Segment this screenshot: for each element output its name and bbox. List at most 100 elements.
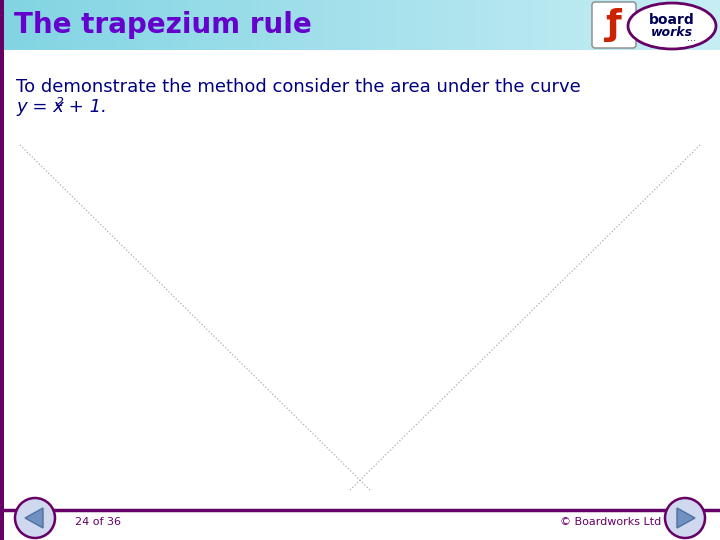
Bar — [389, 0, 397, 50]
Bar — [245, 0, 253, 50]
Bar — [569, 0, 577, 50]
Circle shape — [15, 498, 55, 538]
Bar — [655, 0, 663, 50]
Bar — [547, 0, 555, 50]
Bar — [317, 0, 325, 50]
Bar — [137, 0, 145, 50]
Bar — [583, 0, 591, 50]
Bar — [648, 0, 656, 50]
Circle shape — [16, 499, 56, 539]
Bar — [36, 0, 44, 50]
Bar — [454, 0, 462, 50]
Bar — [302, 0, 310, 50]
Bar — [310, 0, 318, 50]
Circle shape — [666, 499, 706, 539]
Bar — [396, 0, 404, 50]
Text: 2: 2 — [56, 96, 64, 109]
Bar — [374, 0, 382, 50]
Bar — [511, 0, 519, 50]
Bar — [209, 0, 217, 50]
Bar — [482, 0, 490, 50]
Bar — [252, 0, 260, 50]
Bar — [677, 0, 685, 50]
Bar — [446, 0, 454, 50]
Bar — [403, 0, 411, 50]
Text: works: works — [651, 25, 693, 38]
Bar — [108, 0, 116, 50]
Bar — [590, 0, 598, 50]
Bar — [65, 0, 73, 50]
Text: To demonstrate the method consider the area under the curve: To demonstrate the method consider the a… — [16, 78, 581, 96]
Bar — [101, 0, 109, 50]
Text: board: board — [649, 13, 695, 27]
Text: ...: ... — [688, 33, 696, 43]
Bar — [151, 0, 159, 50]
Text: y = x: y = x — [16, 98, 64, 116]
Bar — [432, 0, 440, 50]
Bar — [166, 0, 174, 50]
Bar — [526, 0, 534, 50]
Bar — [79, 0, 87, 50]
Bar — [144, 0, 152, 50]
Bar — [50, 0, 58, 50]
Bar — [274, 0, 282, 50]
Bar — [626, 0, 634, 50]
Bar — [115, 0, 123, 50]
Bar — [202, 0, 210, 50]
Bar — [353, 0, 361, 50]
Bar — [382, 0, 390, 50]
Bar — [468, 0, 476, 50]
Bar — [684, 0, 692, 50]
Bar — [605, 0, 613, 50]
Bar — [259, 0, 267, 50]
Bar — [29, 0, 37, 50]
Bar — [670, 0, 678, 50]
FancyBboxPatch shape — [592, 2, 636, 48]
Bar — [461, 0, 469, 50]
Text: ƒ: ƒ — [606, 8, 622, 42]
Text: + 1.: + 1. — [63, 98, 107, 116]
Bar — [367, 0, 375, 50]
Bar — [122, 0, 130, 50]
Bar — [230, 0, 238, 50]
Bar — [576, 0, 584, 50]
Bar — [94, 0, 102, 50]
Bar — [288, 0, 296, 50]
Bar — [295, 0, 303, 50]
Bar — [533, 0, 541, 50]
Bar — [22, 0, 30, 50]
Bar — [58, 0, 66, 50]
Bar — [158, 0, 166, 50]
Bar — [14, 0, 22, 50]
Bar — [619, 0, 627, 50]
Bar — [324, 0, 332, 50]
Bar — [86, 0, 94, 50]
Bar — [490, 0, 498, 50]
Bar — [706, 0, 714, 50]
Bar — [504, 0, 512, 50]
Bar — [238, 0, 246, 50]
Bar — [194, 0, 202, 50]
Bar — [518, 0, 526, 50]
Text: © Boardworks Ltd 2005: © Boardworks Ltd 2005 — [560, 517, 693, 527]
Bar — [331, 0, 339, 50]
Bar — [130, 0, 138, 50]
Bar — [410, 0, 418, 50]
Bar — [187, 0, 195, 50]
Bar — [691, 0, 699, 50]
Bar — [475, 0, 483, 50]
Bar — [7, 0, 15, 50]
Bar — [540, 0, 548, 50]
Bar — [360, 0, 368, 50]
Bar — [0, 0, 8, 50]
Bar — [425, 0, 433, 50]
Ellipse shape — [628, 3, 716, 49]
Bar — [43, 0, 51, 50]
Bar — [216, 0, 224, 50]
Polygon shape — [677, 508, 695, 528]
Bar — [641, 0, 649, 50]
Bar — [281, 0, 289, 50]
Bar — [598, 0, 606, 50]
Bar — [72, 0, 80, 50]
Bar — [418, 0, 426, 50]
